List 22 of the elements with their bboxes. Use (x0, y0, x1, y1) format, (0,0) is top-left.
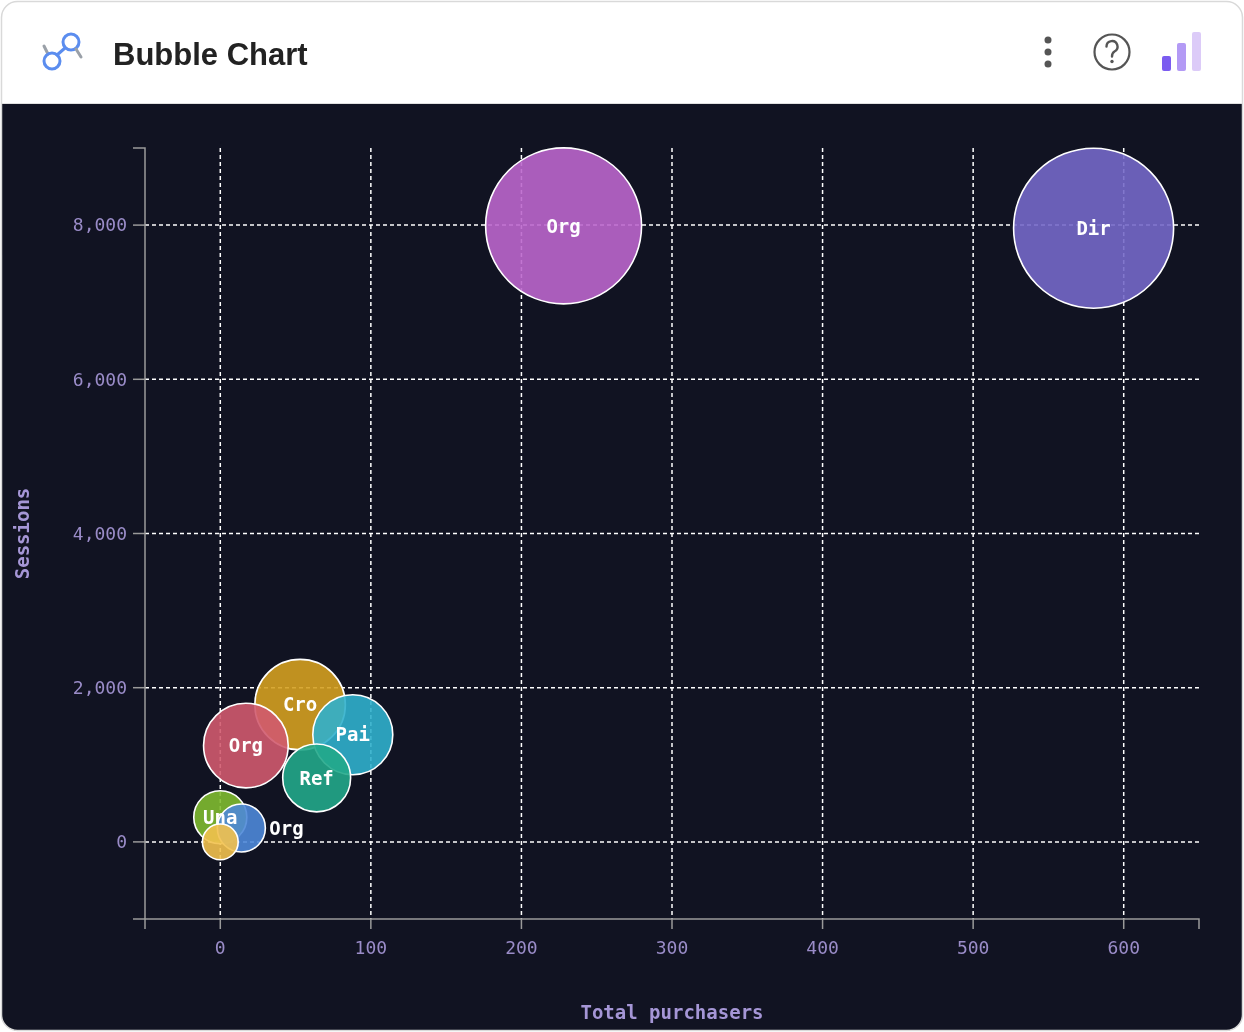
y-tick-label: 6,000 (72, 368, 127, 390)
y-tick-label: 4,000 (72, 522, 127, 544)
y-tick-label: 8,000 (72, 214, 127, 236)
x-tick-label: 100 (354, 937, 388, 958)
x-tick-label: 0 (214, 937, 226, 958)
x-tick-label: 400 (806, 937, 839, 958)
series-label: Org (546, 214, 581, 237)
series-label: Org (228, 734, 264, 757)
y-tick-label: 2,000 (72, 677, 127, 698)
y-axis-title: Sessions (11, 487, 33, 580)
x-tick-label: 300 (655, 937, 689, 958)
series-label: Dir (1076, 216, 1111, 239)
series-label: Pai (335, 723, 370, 746)
x-tick-label: 500 (956, 937, 990, 958)
y-tick-label: 0 (116, 831, 127, 853)
x-tick-label: 200 (505, 937, 538, 958)
x-axis-title: Total purchasers (580, 1001, 764, 1023)
series-label: Org (269, 816, 304, 839)
series-label: Cro (282, 693, 318, 716)
series-label: Ref (299, 766, 334, 789)
x-tick-label: 600 (1107, 937, 1140, 958)
chart-title: Bubble Chart (113, 37, 308, 72)
